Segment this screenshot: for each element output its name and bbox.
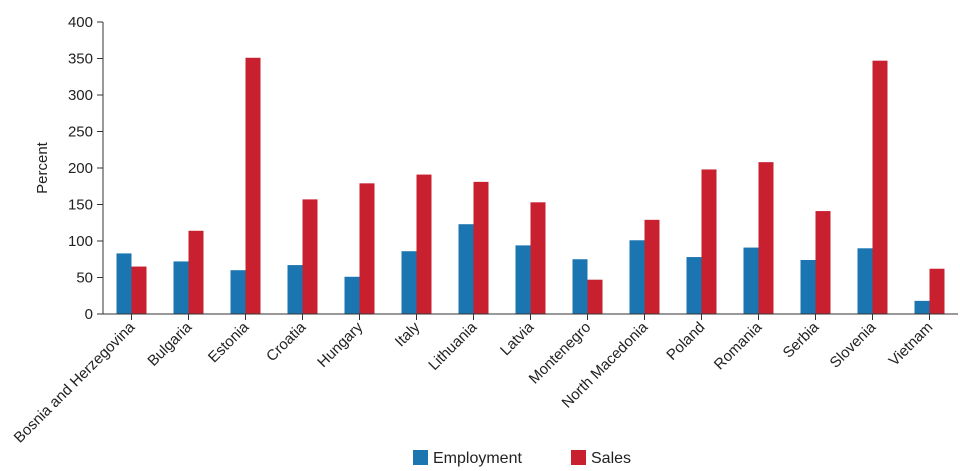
x-tick-label: Vietnam [886, 319, 937, 370]
bar-sales-bosnia-and-herzegovina [131, 266, 147, 314]
y-tick-label: 350 [68, 51, 93, 68]
y-tick-label: 50 [76, 270, 93, 287]
bar-sales-serbia [815, 211, 831, 314]
bar-employment-croatia [287, 265, 303, 314]
x-tick-label: Italy [392, 318, 424, 350]
x-tick-label: Croatia [263, 318, 310, 365]
bar-sales-croatia [302, 199, 318, 314]
bar-sales-lithuania [473, 181, 489, 314]
bar-sales-romania [758, 162, 774, 314]
bar-sales-hungary [359, 183, 375, 314]
legend-swatch-employment [413, 450, 428, 465]
bar-employment-lithuania [458, 224, 474, 314]
y-tick-label: 250 [68, 124, 93, 141]
y-tick-label: 100 [68, 233, 93, 250]
y-tick-label: 300 [68, 87, 93, 104]
x-tick-label: Bosnia and Herzegovina [11, 318, 139, 446]
bar-sales-montenegro [587, 279, 603, 314]
x-tick-label: Romania [711, 318, 766, 373]
x-tick-label: Lithuania [425, 318, 481, 374]
bar-employment-estonia [230, 270, 246, 314]
legend-swatch-sales [571, 450, 586, 465]
bar-employment-montenegro [572, 259, 588, 314]
bar-sales-slovenia [872, 60, 888, 314]
y-axis-title: Percent [34, 141, 51, 194]
bar-employment-serbia [800, 259, 816, 314]
bar-sales-italy [416, 174, 432, 314]
bar-employment-poland [686, 257, 702, 314]
bar-sales-estonia [245, 57, 261, 315]
bar-employment-slovenia [857, 248, 873, 314]
y-tick-label: 200 [68, 160, 93, 177]
bar-sales-north-macedonia [644, 219, 660, 314]
bar-employment-romania [743, 247, 759, 314]
legend-label-employment: Employment [433, 450, 522, 467]
legend-label-sales: Sales [591, 450, 631, 467]
x-tick-label: Latvia [497, 318, 538, 359]
bar-employment-latvia [515, 245, 531, 314]
bar-employment-hungary [344, 276, 360, 314]
y-tick-label: 400 [68, 14, 93, 31]
y-tick-label: 150 [68, 197, 93, 214]
x-tick-label: Bulgaria [144, 318, 195, 369]
bars-group [116, 57, 945, 315]
x-tick-label: Serbia [780, 318, 823, 361]
bar-sales-poland [701, 169, 717, 314]
bar-sales-vietnam [929, 268, 945, 314]
y-tick-label: 0 [85, 306, 93, 323]
x-tick-label: Estonia [205, 318, 253, 366]
bar-sales-latvia [530, 202, 546, 314]
bar-sales-bulgaria [188, 230, 204, 314]
x-tick-label: Poland [663, 319, 708, 364]
x-tick-label: Slovenia [827, 318, 880, 371]
bar-employment-bulgaria [173, 261, 189, 314]
bar-employment-vietnam [914, 300, 930, 314]
bar-employment-north-macedonia [629, 240, 645, 314]
bar-employment-bosnia-and-herzegovina [116, 253, 132, 314]
x-tick-label: Hungary [314, 318, 366, 370]
legend: Employment Sales [413, 450, 631, 467]
bar-employment-italy [401, 251, 417, 314]
